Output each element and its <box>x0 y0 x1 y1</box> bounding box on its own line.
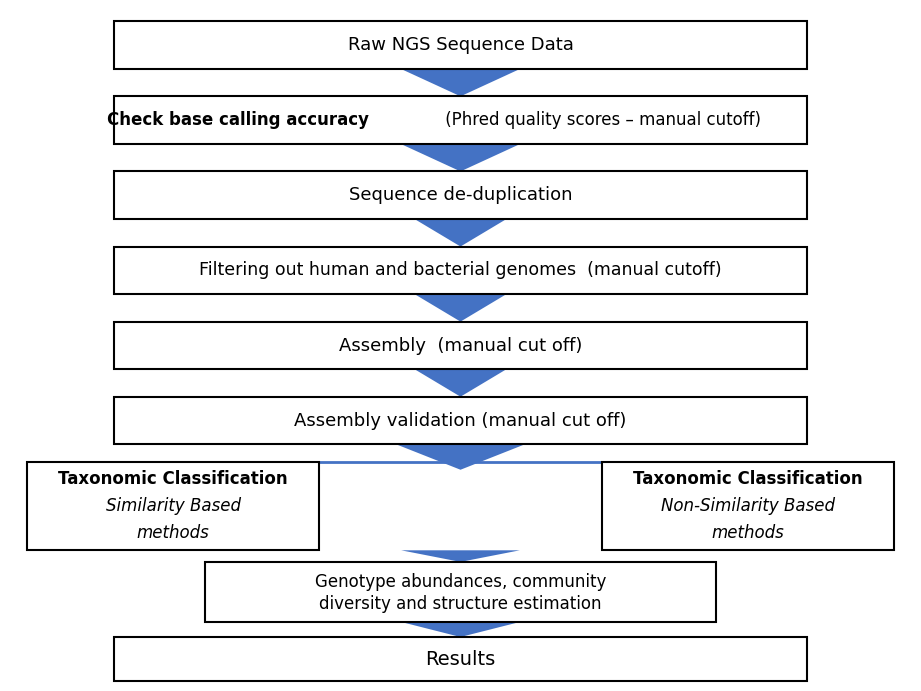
FancyBboxPatch shape <box>113 247 808 294</box>
Polygon shape <box>414 219 507 247</box>
FancyBboxPatch shape <box>113 96 808 144</box>
Polygon shape <box>402 550 519 562</box>
Text: Taxonomic Classification: Taxonomic Classification <box>58 471 288 489</box>
Text: Assembly  (manual cut off): Assembly (manual cut off) <box>339 337 582 354</box>
Text: Similarity Based: Similarity Based <box>106 497 240 515</box>
Text: Check base calling accuracy: Check base calling accuracy <box>108 111 369 129</box>
Text: Taxonomic Classification: Taxonomic Classification <box>633 471 863 489</box>
FancyBboxPatch shape <box>205 562 716 622</box>
Text: methods: methods <box>136 524 209 542</box>
FancyBboxPatch shape <box>602 462 894 550</box>
FancyBboxPatch shape <box>113 397 808 444</box>
Text: diversity and structure estimation: diversity and structure estimation <box>320 595 601 613</box>
Polygon shape <box>414 370 507 397</box>
Polygon shape <box>397 444 524 470</box>
Polygon shape <box>402 144 519 171</box>
Text: Sequence de-duplication: Sequence de-duplication <box>349 187 572 205</box>
FancyBboxPatch shape <box>27 462 319 550</box>
FancyBboxPatch shape <box>113 21 808 69</box>
Polygon shape <box>402 622 519 637</box>
Text: methods: methods <box>712 524 785 542</box>
FancyBboxPatch shape <box>113 321 808 370</box>
Text: (Phred quality scores – manual cutoff): (Phred quality scores – manual cutoff) <box>440 111 761 129</box>
Text: Genotype abundances, community: Genotype abundances, community <box>315 573 606 591</box>
FancyBboxPatch shape <box>113 637 808 681</box>
Text: Non-Similarity Based: Non-Similarity Based <box>661 497 835 515</box>
Text: Results: Results <box>426 650 495 669</box>
Text: Filtering out human and bacterial genomes  (manual cutoff): Filtering out human and bacterial genome… <box>199 261 722 279</box>
Text: Raw NGS Sequence Data: Raw NGS Sequence Data <box>347 36 574 54</box>
Polygon shape <box>402 69 519 96</box>
FancyBboxPatch shape <box>113 171 808 219</box>
Text: Assembly validation (manual cut off): Assembly validation (manual cut off) <box>295 412 626 430</box>
Polygon shape <box>414 294 507 321</box>
